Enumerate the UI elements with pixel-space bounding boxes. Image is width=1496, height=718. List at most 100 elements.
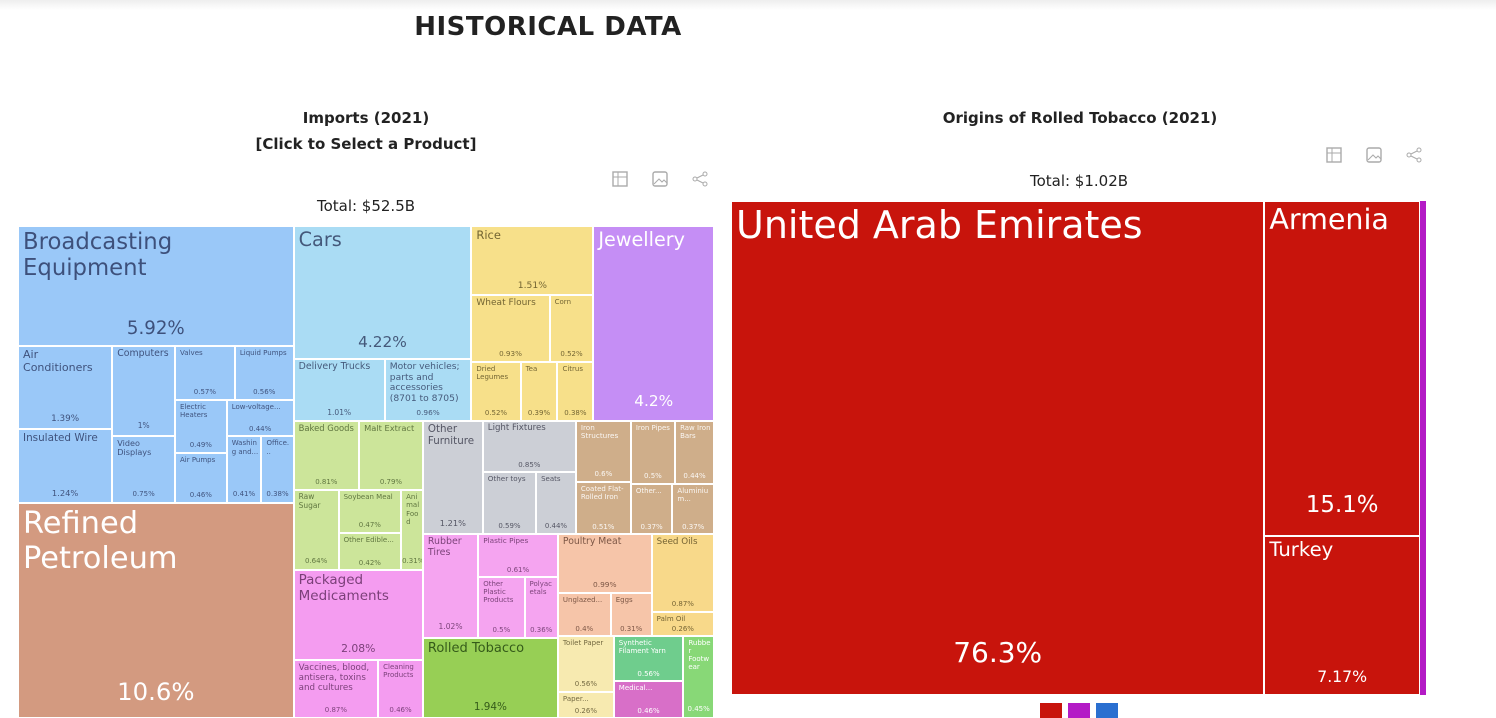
tile[interactable]: Other toys 0.59% [482,472,537,535]
tile-value: 0.44% [683,472,706,481]
tile[interactable]: Rice 1.51% [471,226,594,296]
tile[interactable]: Light Fixtures 0.85% [482,421,576,473]
tile[interactable]: Synthetic Filament Yarn 0.56% [613,635,684,681]
tile-value: 0.4% [575,624,594,633]
tile[interactable]: Other Plastic Products 0.5% [478,577,525,638]
tile[interactable]: Toilet Paper 0.56% [557,635,614,692]
tile-value: 0.52% [484,409,508,418]
toolbar [1325,146,1423,164]
icon[interactable] [1096,703,1118,718]
tile[interactable]: Cars 4.22% [293,226,472,359]
tile[interactable]: Eggs 0.31% [610,593,652,636]
tile[interactable]: Video Displays 0.75% [112,435,175,503]
tile[interactable]: Palm Oil 0.26% [651,612,714,636]
tile-value: 0.75% [132,490,155,499]
tile[interactable]: United Arab Emirates 76.3% [731,201,1265,695]
remainder-strip [1420,201,1426,695]
tile-value: 0.56% [637,669,660,678]
image-button[interactable] [651,170,669,188]
tile-label: Office... [266,439,290,456]
tile[interactable]: Rubber Footwear 0.45% [683,635,714,718]
tile[interactable]: Dried Legumes 0.52% [471,361,521,422]
tile-value: 1.24% [51,487,79,498]
chart-title: Imports (2021) [Click to Select a Produc… [166,105,566,157]
share-button[interactable] [691,170,709,188]
tile-value: 0.87% [324,706,348,715]
tile[interactable]: Aluminium... 0.37% [672,484,714,535]
tile[interactable]: Low-voltage... 0.44% [226,399,294,437]
tile[interactable]: Poultry Meat 0.99% [557,534,652,594]
tile[interactable]: Baked Goods 0.81% [293,421,360,491]
tile[interactable]: Washing and... 0.41% [226,436,262,503]
tile-label: Refined Petroleum [23,505,178,576]
tile[interactable]: Delivery Trucks 1.01% [293,359,385,422]
tile-label: Other... [635,487,662,496]
tile[interactable]: Iron Structures 0.6% [575,421,631,483]
tile[interactable]: Valves 0.57% [174,346,235,400]
tile[interactable]: Wheat Flours 0.93% [471,295,550,362]
table-button[interactable] [611,170,629,188]
tile-value: 0.49% [189,441,212,450]
share-button[interactable] [1405,146,1423,164]
tile[interactable]: Seats 0.44% [536,472,576,535]
tile[interactable]: Iron Pipes 0.5% [630,421,676,485]
tile[interactable]: Raw Iron Bars 0.44% [675,421,714,485]
tile-value: 0.59% [498,522,521,531]
tile[interactable]: Turkey 7.17% [1264,535,1420,695]
tile[interactable]: Vaccines, blood, antisera, toxins and cu… [293,660,379,718]
tile-label: Liquid Pumps [239,349,287,358]
tile-value: 0.38% [564,409,587,418]
tile-value: 0.79% [379,477,403,486]
tile[interactable]: Rolled Tobacco 1.94% [422,637,558,718]
tile[interactable]: Air Pumps 0.46% [174,452,227,503]
tile[interactable]: Raw Sugar 0.64% [293,490,339,571]
tile-label: Animal Food [406,493,420,526]
tile-label: Cars [298,228,342,251]
tile[interactable]: Motor vehicles; parts and accessories (8… [384,359,472,422]
tile[interactable]: Other Furniture 1.21% [422,421,483,535]
tile[interactable]: Unglazed... 0.4% [557,593,611,636]
tile[interactable]: Packaged Medicaments 2.08% [293,570,423,661]
tile[interactable]: Armenia 15.1% [1264,201,1420,536]
tile[interactable]: Other... 0.37% [630,484,673,535]
tile[interactable]: Broadcasting Equipment 5.92% [18,226,294,347]
tile-label: Unglazed... [562,596,603,605]
tile[interactable]: Computers 1% [112,346,175,436]
table-button[interactable] [1325,146,1343,164]
icon[interactable] [1068,703,1090,718]
tile[interactable]: Electric Heaters 0.49% [174,399,227,453]
tile-value: 10.6% [117,677,195,707]
tile[interactable]: Liquid Pumps 0.56% [234,346,294,400]
tile[interactable]: Citrus 0.38% [557,361,594,422]
tile-label: Wheat Flours [476,298,536,309]
tile[interactable]: Corn 0.52% [549,295,594,362]
tile[interactable]: Other Edible... 0.42% [338,532,402,571]
image-button[interactable] [1365,146,1383,164]
tile[interactable]: Cleaning Products 0.46% [378,660,423,718]
tile-label: Baked Goods [298,423,354,434]
total-label: Total: $1.02B [1029,172,1129,190]
tile[interactable]: Soybean Meal 0.47% [338,490,402,533]
tile[interactable]: Tea 0.39% [520,361,558,422]
tile-value: 0.96% [416,407,440,417]
tile[interactable]: Rubber Tires 1.02% [422,534,479,638]
tile[interactable]: Malt Extract 0.79% [359,421,423,491]
tile-value: 0.99% [592,580,617,590]
tile[interactable]: Polyacetals 0.36% [524,577,558,638]
tile[interactable]: Jewellery 4.2% [593,226,714,422]
tile[interactable]: Seed Oils 0.87% [651,534,714,613]
tile[interactable]: Office... 0.38% [261,436,294,503]
icon[interactable] [1040,703,1062,718]
tile[interactable]: Animal Food 0.31% [401,490,423,571]
tile[interactable]: Coated Flat-Rolled Iron 0.51% [575,482,631,535]
tile-value: 0.56% [574,680,597,689]
tile[interactable]: Air Conditioners 1.39% [18,346,113,429]
tile[interactable]: Medical... 0.46% [613,680,684,718]
tile[interactable]: Plastic Pipes 0.61% [478,534,558,578]
tile-value: 1.01% [327,407,352,417]
tile[interactable]: Refined Petroleum 10.6% [18,502,294,718]
tile-value: 5.92% [126,318,185,340]
title: Imports (2021) [302,109,430,127]
tile[interactable]: Paper... 0.26% [557,691,614,718]
tile[interactable]: Insulated Wire 1.24% [18,428,113,503]
